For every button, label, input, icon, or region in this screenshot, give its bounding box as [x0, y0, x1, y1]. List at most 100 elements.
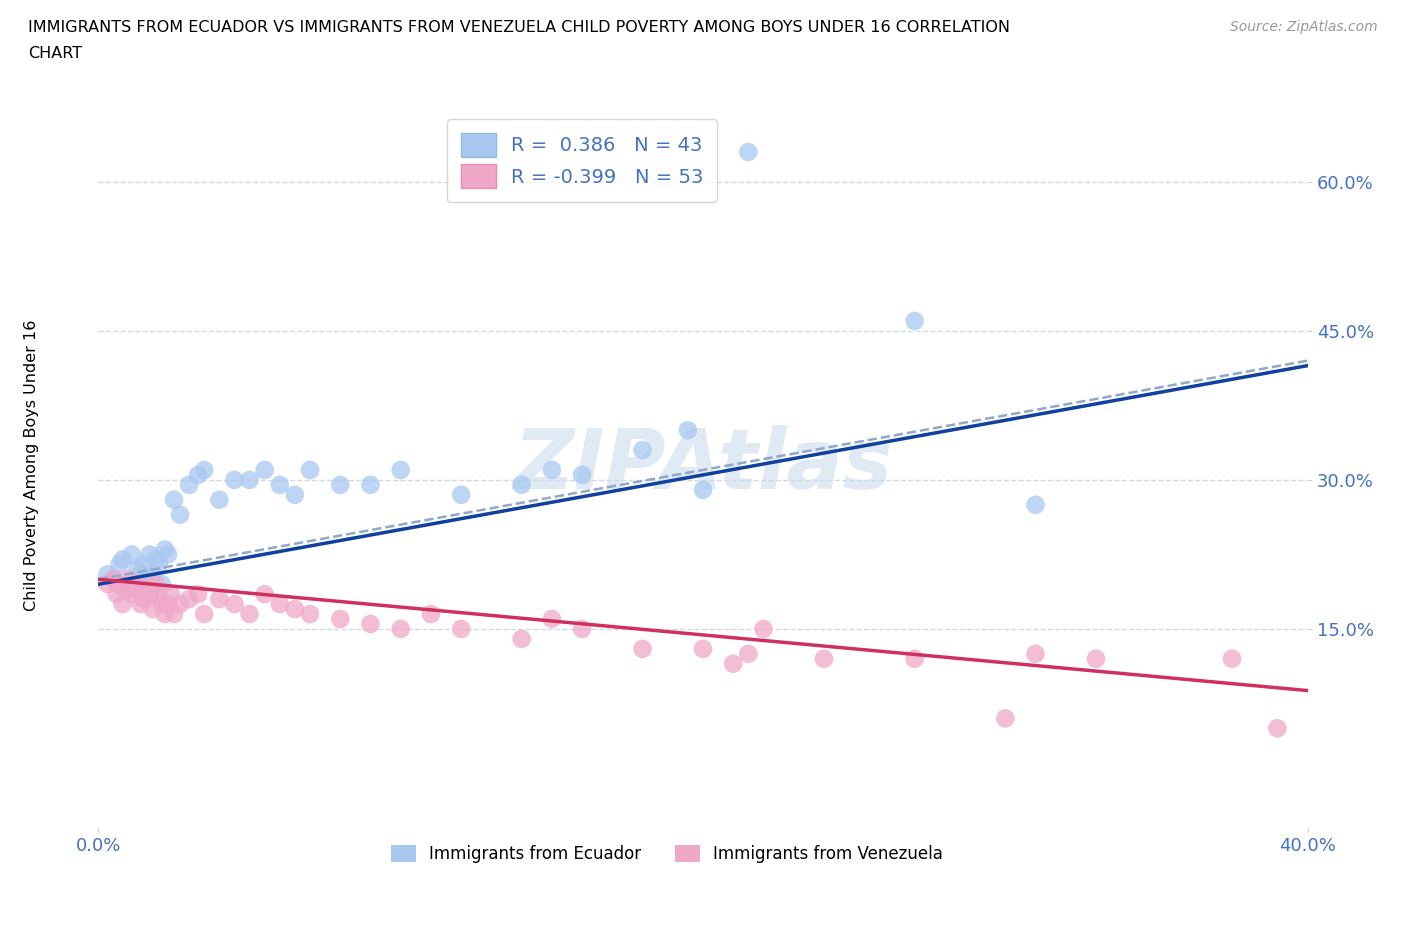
Point — [135, 572, 157, 587]
Point — [148, 587, 170, 602]
Point — [540, 612, 562, 627]
Point — [179, 477, 201, 492]
Point — [150, 597, 173, 612]
Point — [153, 542, 176, 557]
Point — [96, 567, 118, 582]
Point — [269, 477, 291, 492]
Point — [239, 472, 262, 487]
Point — [284, 602, 307, 617]
Point — [510, 477, 533, 492]
Point — [129, 567, 152, 582]
Point — [329, 612, 352, 627]
Point — [193, 606, 215, 621]
Point — [163, 492, 186, 507]
Point — [737, 144, 759, 159]
Point — [187, 468, 209, 483]
Point — [1024, 646, 1046, 661]
Point — [193, 462, 215, 477]
Point — [118, 572, 141, 587]
Point — [737, 646, 759, 661]
Point — [127, 562, 149, 577]
Point — [179, 591, 201, 606]
Legend: Immigrants from Ecuador, Immigrants from Venezuela: Immigrants from Ecuador, Immigrants from… — [384, 839, 949, 870]
Point — [631, 642, 654, 657]
Text: IMMIGRANTS FROM ECUADOR VS IMMIGRANTS FROM VENEZUELA CHILD POVERTY AMONG BOYS UN: IMMIGRANTS FROM ECUADOR VS IMMIGRANTS FR… — [28, 20, 1010, 35]
Point — [253, 587, 276, 602]
Text: ZIPAtlas: ZIPAtlas — [513, 424, 893, 506]
Point — [420, 606, 443, 621]
Point — [571, 621, 593, 636]
Point — [450, 487, 472, 502]
Point — [132, 591, 155, 606]
Point — [153, 606, 176, 621]
Point — [108, 577, 131, 591]
Point — [904, 313, 927, 328]
Point — [631, 443, 654, 458]
Point — [124, 582, 146, 597]
Point — [139, 547, 162, 562]
Point — [239, 606, 262, 621]
Point — [105, 587, 128, 602]
Point — [540, 462, 562, 477]
Point — [103, 572, 125, 587]
Point — [163, 606, 186, 621]
Point — [692, 642, 714, 657]
Point — [1267, 721, 1289, 736]
Point — [994, 711, 1017, 725]
Point — [692, 483, 714, 498]
Point — [723, 657, 745, 671]
Point — [1220, 651, 1243, 666]
Point — [139, 587, 162, 602]
Point — [142, 602, 165, 617]
Point — [169, 507, 191, 522]
Point — [103, 572, 125, 587]
Point — [813, 651, 835, 666]
Point — [156, 547, 179, 562]
Point — [127, 577, 149, 591]
Point — [299, 462, 322, 477]
Point — [169, 597, 191, 612]
Point — [224, 472, 246, 487]
Point — [752, 621, 775, 636]
Point — [187, 587, 209, 602]
Point — [224, 597, 246, 612]
Point — [111, 552, 134, 567]
Point — [1085, 651, 1108, 666]
Text: Child Poverty Among Boys Under 16: Child Poverty Among Boys Under 16 — [24, 319, 39, 611]
Point — [1024, 498, 1046, 512]
Point — [389, 621, 412, 636]
Point — [132, 557, 155, 572]
Point — [160, 587, 183, 602]
Point — [156, 597, 179, 612]
Point — [124, 577, 146, 591]
Point — [904, 651, 927, 666]
Text: Source: ZipAtlas.com: Source: ZipAtlas.com — [1230, 20, 1378, 34]
Point — [121, 547, 143, 562]
Point — [145, 552, 167, 567]
Point — [96, 577, 118, 591]
Point — [329, 477, 352, 492]
Point — [571, 468, 593, 483]
Point — [111, 597, 134, 612]
Point — [253, 462, 276, 477]
Point — [676, 423, 699, 438]
Text: CHART: CHART — [28, 46, 82, 61]
Point — [145, 577, 167, 591]
Point — [148, 557, 170, 572]
Point — [129, 597, 152, 612]
Point — [360, 477, 382, 492]
Point — [135, 582, 157, 597]
Point — [269, 597, 291, 612]
Point — [108, 557, 131, 572]
Point — [510, 631, 533, 646]
Point — [118, 582, 141, 597]
Point — [284, 487, 307, 502]
Point — [450, 621, 472, 636]
Point — [299, 606, 322, 621]
Point — [114, 582, 136, 597]
Point — [208, 591, 231, 606]
Point — [150, 577, 173, 591]
Point — [360, 617, 382, 631]
Point — [142, 567, 165, 582]
Point — [208, 492, 231, 507]
